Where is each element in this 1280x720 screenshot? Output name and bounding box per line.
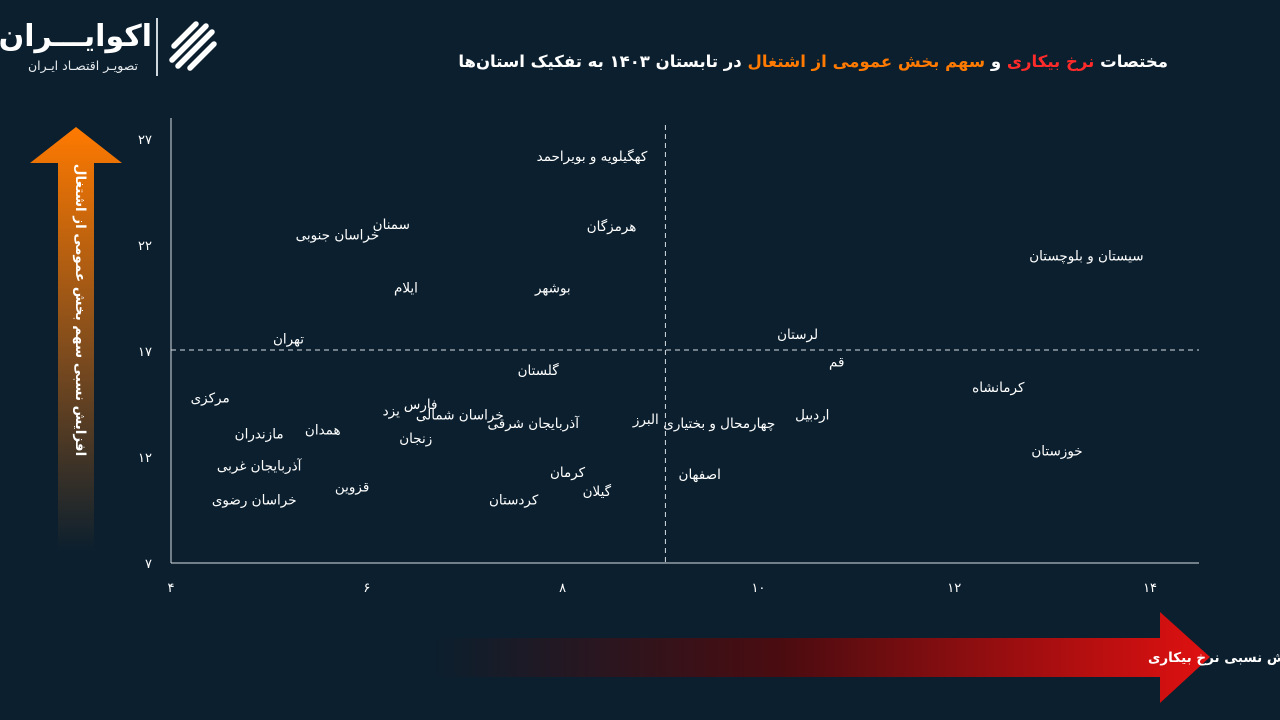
province-label: همدان bbox=[305, 423, 341, 439]
y-tick-labels: ۷ ۱۲ ۱۷ ۲۲ ۲۷ bbox=[138, 133, 152, 572]
province-label: گلستان bbox=[518, 362, 560, 379]
province-label: ایلام bbox=[394, 281, 418, 297]
title-part-4: سهم بخش عمومی از اشتغال bbox=[747, 52, 986, 71]
province-label: گیلان bbox=[583, 483, 612, 500]
y-tick-label: ۱۲ bbox=[138, 451, 152, 466]
brand-emblem-icon bbox=[169, 21, 217, 71]
logo-divider bbox=[156, 18, 158, 76]
province-labels: کهگیلویه و بویراحمد سمنان هرمزگان خراسان جن… bbox=[191, 148, 1144, 508]
province-label: لرستان bbox=[777, 327, 818, 343]
province-label: آذربایجان غربی bbox=[217, 458, 303, 475]
x-tick-label: ۸ bbox=[559, 581, 566, 596]
title-part-1: مختصات bbox=[1100, 52, 1168, 71]
x-direction-arrow bbox=[430, 612, 1210, 703]
province-label: فارس bbox=[404, 397, 438, 413]
province-label: چهارمحال و بختیاری bbox=[663, 416, 775, 432]
province-label: قم bbox=[829, 355, 844, 371]
title-part-5: در تابستان ۱۴۰۳ به تفکیک استان‌ها bbox=[458, 52, 742, 71]
province-label: مرکزی bbox=[191, 391, 230, 407]
y-direction-arrow bbox=[30, 127, 122, 552]
province-label: مازندران bbox=[235, 427, 284, 443]
province-label: خراسان شمالی bbox=[416, 408, 504, 424]
x-tick-label: ۱۴ bbox=[1143, 581, 1157, 596]
brand-name: اکوایـــران bbox=[0, 19, 152, 54]
title-part-3: و bbox=[990, 52, 1002, 71]
province-label: سیستان و بلوچستان bbox=[1029, 249, 1143, 265]
province-label: یزد bbox=[383, 403, 400, 419]
province-label: اردبیل bbox=[795, 408, 829, 424]
chart-title: مختصات نرخ بیکاری و سهم بخش عمومی از اشت… bbox=[458, 52, 1168, 71]
province-label: خوزستان bbox=[1031, 444, 1082, 460]
province-label: آذربایجان شرقی bbox=[488, 415, 581, 432]
y-tick-label: ۲۲ bbox=[138, 239, 152, 254]
y-axis-label: افزایش نسبی سهم بخش عمومی از اشتغال bbox=[72, 164, 88, 456]
x-tick-label: ۱۲ bbox=[947, 581, 961, 596]
x-tick-label: ۱۰ bbox=[751, 581, 765, 596]
x-tick-labels: ۴ ۶ ۸ ۱۰ ۱۲ ۱۴ bbox=[168, 581, 1158, 596]
brand-tagline: تصویـر اقتصـاد ایـران bbox=[27, 58, 139, 73]
province-label: هرمزگان bbox=[587, 218, 637, 235]
province-label: خراسان جنوبی bbox=[296, 228, 380, 244]
province-label: کرمانشاه bbox=[972, 380, 1025, 396]
x-tick-label: ۶ bbox=[363, 581, 370, 596]
province-label: اصفهان bbox=[679, 467, 721, 483]
y-tick-label: ۱۷ bbox=[138, 345, 152, 360]
title-part-2: نرخ بیکاری bbox=[1006, 52, 1095, 71]
province-label: البرز bbox=[632, 412, 659, 428]
province-label: بوشهر bbox=[534, 281, 571, 297]
x-axis-label: افزایش نسبی نرخ بیکاری bbox=[1148, 650, 1280, 666]
province-label: تهران bbox=[273, 331, 304, 347]
brand-logo: اکوایـــران تصویـر اقتصـاد ایـران bbox=[0, 14, 220, 80]
x-tick-label: ۴ bbox=[168, 581, 175, 596]
province-label: کرمان bbox=[550, 465, 586, 481]
y-tick-label: ۲۷ bbox=[138, 133, 152, 148]
province-label: سمنان bbox=[373, 217, 410, 233]
province-label: زنجان bbox=[399, 431, 432, 447]
y-tick-label: ۷ bbox=[145, 557, 152, 572]
province-label: خراسان رضوی bbox=[212, 492, 297, 508]
province-label: کردستان bbox=[489, 492, 539, 508]
province-label: کهگیلویه و بویراحمد bbox=[537, 148, 648, 165]
province-label: قزوین bbox=[335, 480, 369, 496]
